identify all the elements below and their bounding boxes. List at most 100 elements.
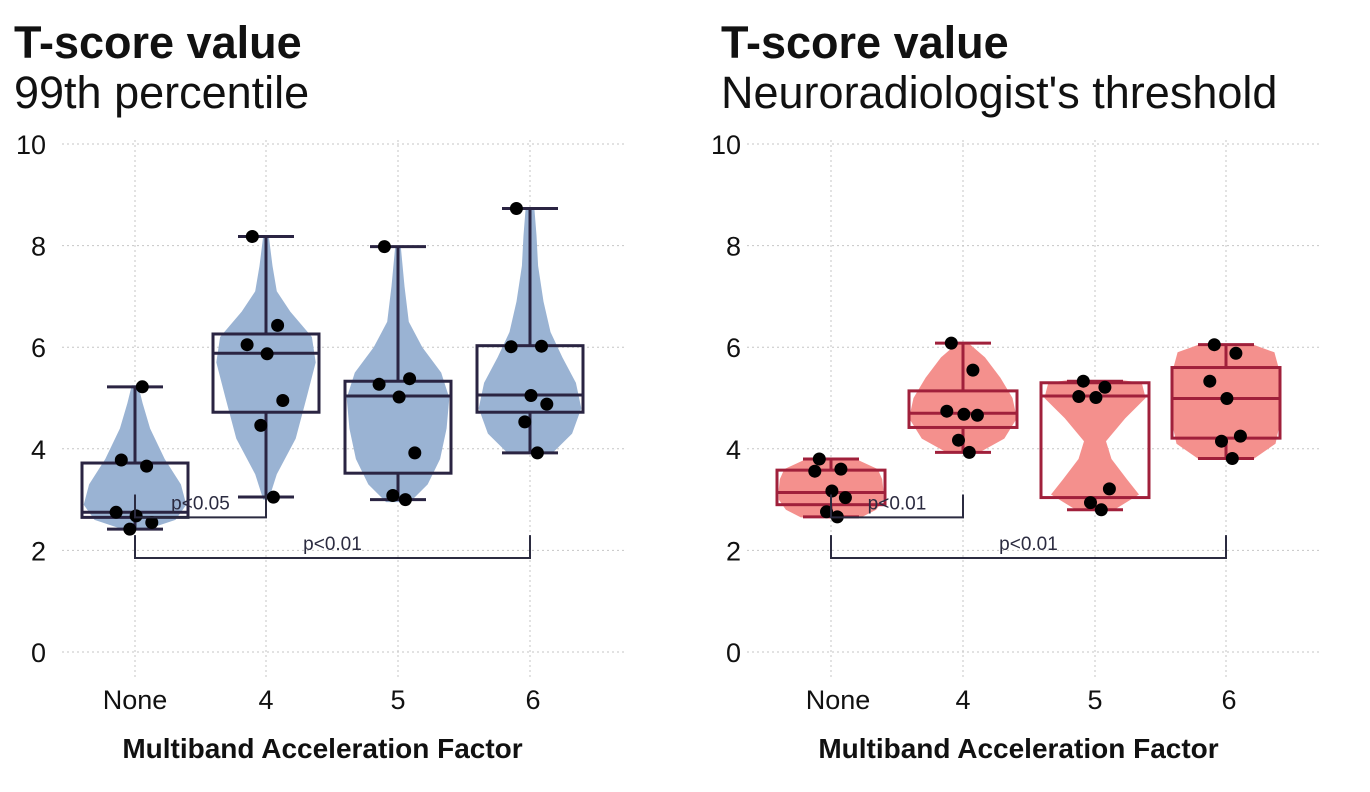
data-point-right-0-4 bbox=[838, 491, 852, 505]
data-point-right-0-2 bbox=[808, 464, 822, 478]
chart-panel-left: T-score value 99th percentile 0 2 4 6 8 10 Non… bbox=[14, 17, 625, 764]
box-left-2 bbox=[343, 379, 453, 475]
y-tick-label-left-0: 0 bbox=[31, 638, 46, 668]
data-point-left-3-5 bbox=[518, 415, 532, 429]
data-point-right-3-5 bbox=[1215, 434, 1228, 448]
box-right-1 bbox=[907, 389, 1019, 429]
data-point-left-2-2 bbox=[372, 377, 386, 391]
data-point-right-1-4 bbox=[970, 408, 984, 422]
data-point-left-3-1 bbox=[535, 339, 548, 353]
data-point-left-1-6 bbox=[266, 490, 280, 504]
data-point-left-1-3 bbox=[260, 347, 274, 361]
y-tick-label-left-10: 10 bbox=[16, 130, 46, 160]
x-tick-label-left-2: 5 bbox=[390, 685, 405, 715]
x-axis-label-left: Multiband Acceleration Factor bbox=[122, 733, 522, 764]
significance-label-right-0: p<0.01 bbox=[868, 493, 927, 514]
data-point-right-2-6 bbox=[1094, 503, 1108, 517]
x-tick-label-left-1: 4 bbox=[258, 685, 273, 715]
y-tick-label-left-2: 2 bbox=[31, 536, 46, 566]
chart-title-left: T-score value bbox=[14, 17, 302, 68]
data-point-right-1-0 bbox=[944, 336, 958, 350]
y-tick-label-right-4: 4 bbox=[726, 435, 741, 465]
x-tick-label-right-3: 6 bbox=[1221, 685, 1236, 715]
data-point-left-3-4 bbox=[540, 397, 554, 411]
violin-right-1 bbox=[909, 343, 1017, 453]
data-point-left-2-5 bbox=[386, 489, 400, 502]
data-point-right-0-0 bbox=[812, 452, 826, 466]
data-point-left-0-6 bbox=[135, 380, 149, 394]
box-right-2 bbox=[1039, 381, 1151, 500]
chart-subtitle-left: 99th percentile bbox=[14, 67, 310, 118]
data-point-right-1-2 bbox=[940, 404, 954, 418]
significance-label-left-0: p<0.05 bbox=[171, 493, 230, 514]
data-point-right-2-0 bbox=[1076, 374, 1090, 388]
violin-right-2 bbox=[1044, 380, 1146, 510]
y-tick-label-left-4: 4 bbox=[31, 435, 46, 465]
data-point-left-0-2 bbox=[109, 505, 123, 519]
data-point-left-0-5 bbox=[123, 522, 137, 536]
y-tick-label-right-0: 0 bbox=[726, 638, 741, 668]
y-tick-label-right-10: 10 bbox=[711, 130, 741, 160]
y-tick-label-right-8: 8 bbox=[726, 232, 741, 262]
data-point-right-2-5 bbox=[1084, 496, 1097, 510]
data-point-left-2-1 bbox=[403, 372, 417, 386]
data-point-right-0-5 bbox=[820, 505, 833, 519]
box-left-3 bbox=[475, 344, 585, 414]
data-point-left-2-0 bbox=[377, 240, 391, 254]
significance-label-right-1: p<0.01 bbox=[999, 534, 1058, 555]
data-point-right-3-3 bbox=[1220, 392, 1234, 405]
y-tick-label-right-2: 2 bbox=[726, 536, 741, 566]
x-tick-label-right-0: None bbox=[806, 685, 871, 715]
y-tick-label-left-8: 8 bbox=[31, 232, 46, 262]
data-point-right-2-1 bbox=[1098, 380, 1112, 394]
data-point-left-3-3 bbox=[524, 389, 538, 402]
x-tick-label-left-3: 6 bbox=[525, 685, 540, 715]
x-tick-label-left-0: None bbox=[103, 685, 168, 715]
x-tick-label-right-1: 4 bbox=[955, 685, 970, 715]
data-point-right-3-6 bbox=[1225, 452, 1239, 465]
data-point-right-1-3 bbox=[957, 407, 971, 421]
data-point-right-1-1 bbox=[966, 363, 980, 377]
data-point-right-3-2 bbox=[1203, 374, 1217, 388]
data-point-left-2-4 bbox=[408, 446, 422, 460]
y-tick-label-right-6: 6 bbox=[726, 333, 741, 363]
data-point-right-3-4 bbox=[1233, 429, 1247, 443]
chart-panel-right: T-score value Neuroradiologist's thresho… bbox=[685, 0, 1370, 792]
data-point-left-3-0 bbox=[509, 202, 523, 215]
data-point-right-3-0 bbox=[1207, 338, 1221, 352]
data-point-left-0-0 bbox=[114, 453, 128, 467]
data-point-right-3-1 bbox=[1229, 346, 1243, 360]
significance-bracket-right-0 bbox=[830, 494, 964, 519]
data-point-right-2-3 bbox=[1089, 391, 1103, 404]
data-point-left-1-5 bbox=[254, 418, 268, 432]
data-point-left-1-2 bbox=[240, 338, 254, 352]
data-point-left-2-3 bbox=[392, 390, 406, 404]
data-point-left-0-4 bbox=[145, 516, 159, 529]
data-point-left-1-4 bbox=[276, 394, 290, 407]
data-point-left-3-6 bbox=[530, 446, 544, 460]
x-tick-label-right-2: 5 bbox=[1087, 685, 1102, 715]
box-left-1 bbox=[211, 332, 321, 414]
significance-bracket-left-0 bbox=[134, 494, 267, 519]
data-point-right-2-2 bbox=[1072, 390, 1086, 403]
violin-left-1 bbox=[216, 235, 316, 500]
data-point-left-3-2 bbox=[504, 340, 518, 354]
y-tick-label-left-6: 6 bbox=[31, 333, 46, 363]
chart-title-right: T-score value bbox=[721, 17, 1009, 68]
data-point-left-1-0 bbox=[245, 230, 259, 243]
significance-bracket-right-1 bbox=[830, 535, 1227, 560]
data-point-left-1-1 bbox=[271, 318, 285, 332]
data-point-left-0-3 bbox=[129, 509, 143, 523]
data-point-right-0-1 bbox=[834, 462, 848, 476]
data-point-right-1-6 bbox=[962, 445, 976, 459]
data-point-right-1-5 bbox=[952, 433, 965, 447]
x-axis-label-right: Multiband Acceleration Factor bbox=[818, 733, 1218, 764]
significance-bracket-left-1 bbox=[134, 535, 531, 560]
data-point-right-0-3 bbox=[825, 484, 839, 498]
data-point-left-2-6 bbox=[398, 493, 412, 507]
data-point-left-0-1 bbox=[140, 459, 154, 473]
chart-subtitle-right: Neuroradiologist's threshold bbox=[721, 67, 1278, 118]
significance-label-left-1: p<0.01 bbox=[303, 534, 362, 555]
